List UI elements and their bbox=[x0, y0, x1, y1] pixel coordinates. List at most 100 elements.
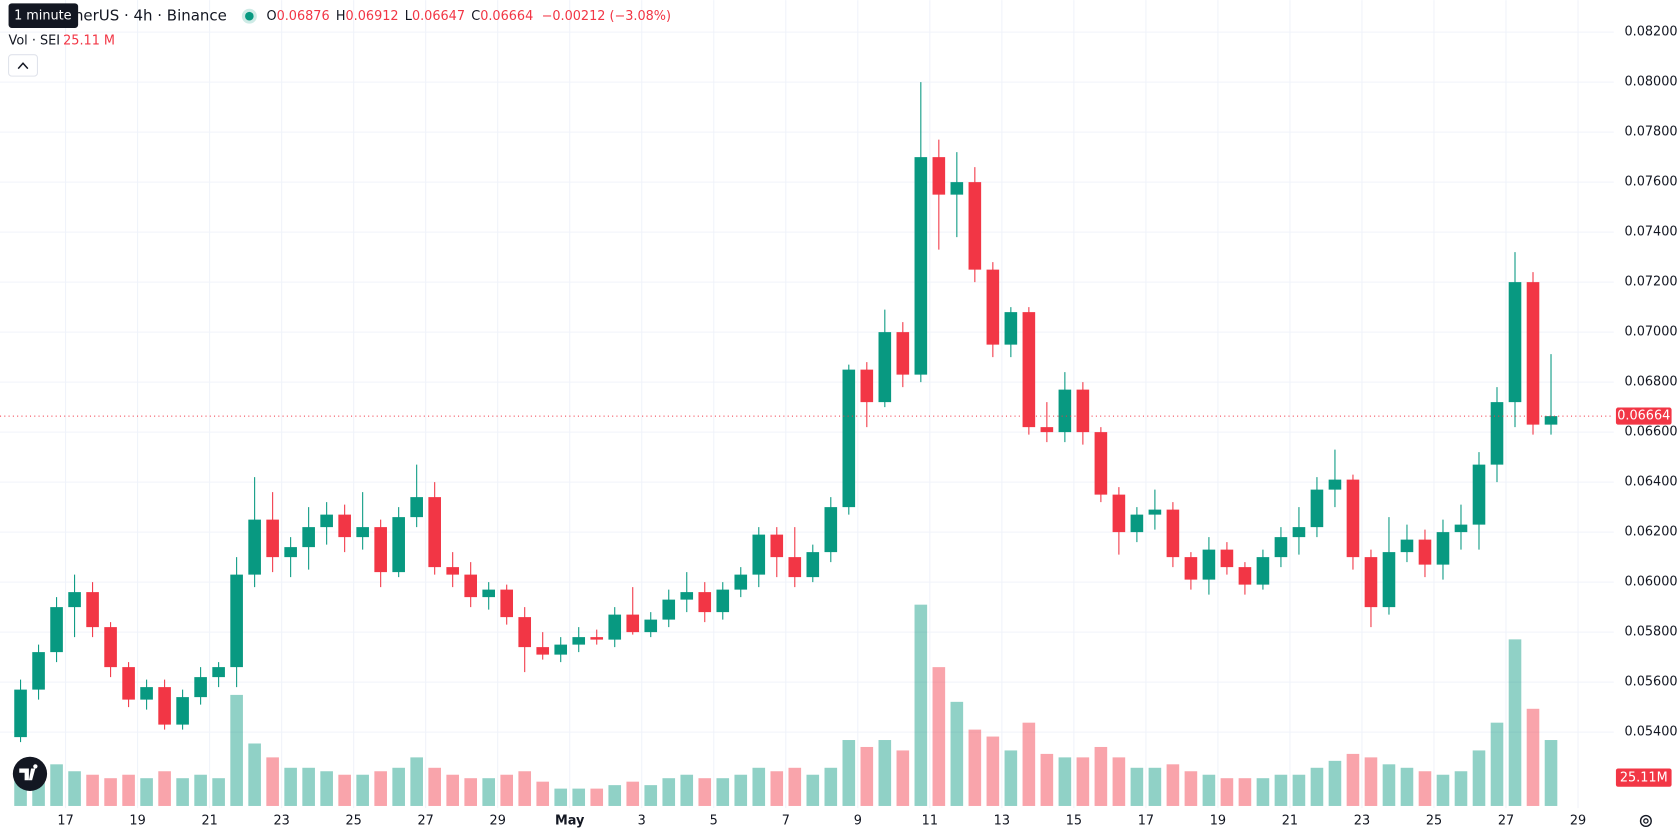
x-tick-label: May bbox=[555, 813, 585, 828]
candle-body bbox=[140, 687, 153, 700]
volume-bar bbox=[284, 767, 297, 806]
candle-body bbox=[50, 607, 63, 653]
volume-bar bbox=[230, 694, 243, 806]
volume-bar bbox=[842, 740, 856, 806]
candle-body bbox=[1094, 432, 1108, 495]
symbol-title: SEITetherUS · 4h · Binance bbox=[29, 7, 227, 25]
candle-body bbox=[878, 332, 892, 403]
volume-bar bbox=[1112, 757, 1126, 806]
x-tick-label: 17 bbox=[57, 813, 73, 828]
y-tick-label: 0.06000 bbox=[1624, 575, 1677, 590]
candle-body bbox=[158, 687, 171, 725]
volume-bar bbox=[320, 771, 333, 806]
ohlc-legend: O0.06876 H0.06912 L0.06647 C0.06664 −0.0… bbox=[266, 9, 671, 24]
candle-body bbox=[1148, 509, 1162, 515]
collapse-button[interactable] bbox=[8, 54, 38, 77]
volume-bar bbox=[410, 757, 423, 806]
volume-bar bbox=[500, 774, 514, 806]
candle-body bbox=[1112, 494, 1126, 533]
volume-bar bbox=[1040, 753, 1054, 806]
low-label: L bbox=[405, 9, 413, 24]
high-label: H bbox=[336, 9, 346, 24]
volume-bar bbox=[158, 771, 171, 806]
candle-body bbox=[896, 332, 910, 375]
candle-body bbox=[806, 552, 820, 578]
volume-bar bbox=[1238, 778, 1252, 806]
x-tick-label: 29 bbox=[1570, 813, 1586, 828]
candle-body bbox=[1508, 282, 1522, 403]
candle-body bbox=[1454, 524, 1468, 533]
candle-body bbox=[1364, 557, 1378, 608]
candle-body bbox=[590, 637, 604, 640]
candle-body bbox=[626, 614, 640, 633]
x-tick-label: 25 bbox=[345, 813, 361, 828]
x-tick-label: 21 bbox=[201, 813, 217, 828]
candle-body bbox=[1346, 479, 1360, 558]
candle-body bbox=[1382, 552, 1396, 608]
x-tick-label: 27 bbox=[1498, 813, 1514, 828]
volume-bar bbox=[1436, 774, 1450, 806]
y-tick-label: 0.05800 bbox=[1624, 625, 1677, 640]
candle-body bbox=[662, 599, 676, 620]
candle-body bbox=[86, 592, 99, 628]
volume-bar bbox=[806, 774, 820, 806]
volume-bar bbox=[878, 740, 892, 806]
volume-bar bbox=[626, 781, 640, 806]
x-tick-label: 11 bbox=[922, 813, 938, 828]
x-tick-label: 9 bbox=[854, 813, 862, 828]
candle-body bbox=[860, 369, 874, 403]
candle-body bbox=[1310, 489, 1324, 528]
volume-bar bbox=[698, 778, 712, 806]
candle-body bbox=[1274, 537, 1288, 558]
candle-body bbox=[1184, 557, 1198, 580]
tooltip-text: 1 minute bbox=[14, 9, 72, 24]
candle-body bbox=[374, 527, 387, 573]
volume-bar bbox=[356, 774, 369, 806]
volume-pane bbox=[14, 604, 1558, 806]
candle-body bbox=[1076, 389, 1090, 433]
candle-body bbox=[698, 592, 712, 613]
candle-body bbox=[122, 667, 135, 700]
volume-bar bbox=[1166, 764, 1180, 806]
candle-body bbox=[518, 617, 532, 648]
volume-bar bbox=[590, 788, 604, 806]
x-tick-label: 23 bbox=[1354, 813, 1370, 828]
x-tick-label: 27 bbox=[418, 813, 434, 828]
candle-body bbox=[968, 182, 982, 270]
collapse-icon bbox=[17, 62, 29, 70]
volume-bar bbox=[302, 767, 315, 806]
candle-body bbox=[176, 697, 189, 725]
volume-badge bbox=[1615, 768, 1672, 787]
volume-bar bbox=[644, 785, 658, 806]
candle-body bbox=[1040, 427, 1054, 433]
settings-icon[interactable] bbox=[1639, 814, 1652, 827]
volume-bar bbox=[914, 604, 928, 806]
volume-bar bbox=[446, 774, 459, 806]
volume-bar bbox=[1346, 753, 1360, 806]
candle-body bbox=[986, 269, 1000, 345]
volume-bar bbox=[104, 778, 117, 806]
y-tick-label: 0.07800 bbox=[1624, 125, 1677, 140]
open-label: O bbox=[266, 9, 276, 24]
y-tick-label: 0.05400 bbox=[1624, 725, 1677, 740]
candle-body bbox=[842, 369, 856, 508]
volume-bar bbox=[1400, 767, 1414, 806]
x-tick-label: 19 bbox=[1210, 813, 1226, 828]
logo-mark bbox=[19, 764, 38, 781]
candle-body bbox=[1544, 416, 1558, 425]
candle-body bbox=[1328, 479, 1342, 490]
last-price-label: 0.06664 bbox=[1617, 409, 1670, 424]
volume-bar bbox=[536, 781, 550, 806]
candle-body bbox=[1256, 557, 1270, 585]
candle-body bbox=[338, 514, 351, 538]
candle-body bbox=[788, 557, 802, 578]
last-price-badge bbox=[1615, 407, 1672, 425]
volume-bar bbox=[1202, 774, 1216, 806]
volume-bar bbox=[1418, 771, 1432, 806]
y-tick-label: 0.06600 bbox=[1624, 425, 1677, 440]
volume-bar bbox=[1526, 708, 1540, 806]
candle-body bbox=[464, 574, 477, 598]
logo[interactable] bbox=[12, 756, 48, 791]
volume-bar bbox=[986, 736, 1000, 806]
